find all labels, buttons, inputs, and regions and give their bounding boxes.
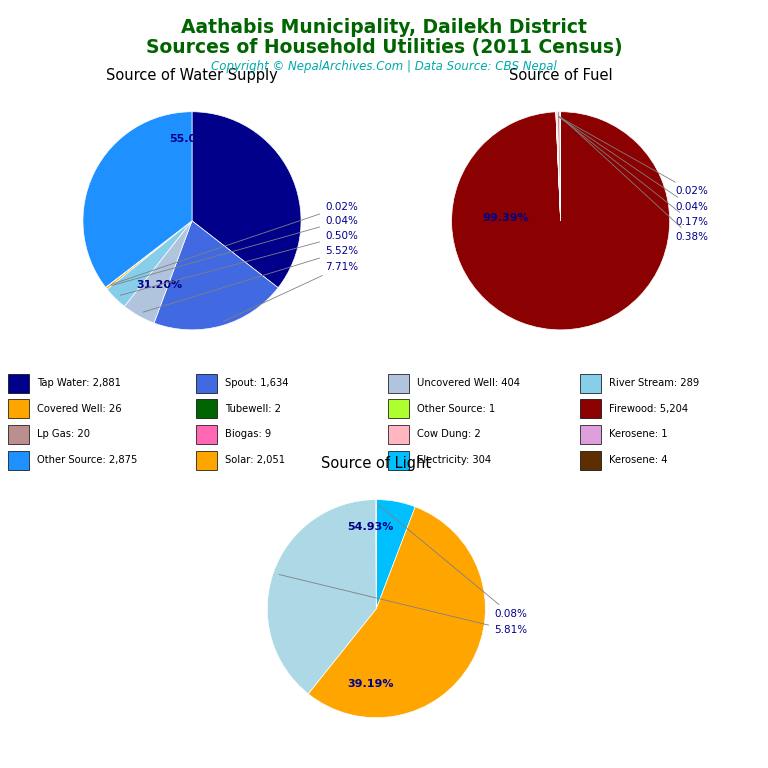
Wedge shape [556,112,561,221]
Text: 0.02%: 0.02% [558,117,708,197]
Bar [580,374,601,392]
Text: 7.71%: 7.71% [223,262,358,321]
Title: Source of Fuel: Source of Fuel [509,68,612,83]
Bar [388,374,409,392]
Text: Cow Dung: 2: Cow Dung: 2 [417,429,481,439]
Text: Lp Gas: 20: Lp Gas: 20 [37,429,90,439]
Text: Firewood: 5,204: Firewood: 5,204 [609,404,688,414]
Wedge shape [154,221,278,329]
Text: 55.01%: 55.01% [169,134,215,144]
Wedge shape [452,111,670,330]
Wedge shape [83,111,192,287]
Bar [388,425,409,444]
Text: Covered Well: 26: Covered Well: 26 [37,404,121,414]
Text: Tubewell: 2: Tubewell: 2 [225,404,281,414]
Title: Source of Water Supply: Source of Water Supply [106,68,278,83]
Wedge shape [556,112,561,221]
Text: 0.04%: 0.04% [558,117,708,212]
Bar [196,451,217,469]
Wedge shape [106,221,192,290]
Text: Other Source: 2,875: Other Source: 2,875 [37,455,137,465]
Text: Tap Water: 2,881: Tap Water: 2,881 [37,378,121,389]
Text: River Stream: 289: River Stream: 289 [609,378,700,389]
Text: Spout: 1,634: Spout: 1,634 [225,378,289,389]
Bar [580,451,601,469]
Text: 5.81%: 5.81% [279,574,527,635]
Wedge shape [106,221,192,287]
Bar [8,374,29,392]
Wedge shape [124,221,192,323]
Bar [196,374,217,392]
Bar [196,425,217,444]
Wedge shape [192,111,301,288]
Text: Kerosene: 1: Kerosene: 1 [609,429,667,439]
Text: Biogas: 9: Biogas: 9 [225,429,271,439]
Wedge shape [267,500,376,694]
Text: Kerosene: 4: Kerosene: 4 [609,455,667,465]
Title: Source of Light: Source of Light [321,456,432,471]
Text: 0.02%: 0.02% [111,202,358,285]
Text: 0.08%: 0.08% [378,505,527,619]
Wedge shape [105,221,192,287]
Bar [196,399,217,419]
Bar [8,425,29,444]
Wedge shape [107,221,192,306]
Bar [580,425,601,444]
Wedge shape [556,112,561,221]
Text: 99.39%: 99.39% [483,213,529,223]
Text: Uncovered Well: 404: Uncovered Well: 404 [417,378,520,389]
Text: Electricity: 304: Electricity: 304 [417,455,492,465]
Text: Aathabis Municipality, Dailekh District: Aathabis Municipality, Dailekh District [181,18,587,37]
Text: 0.50%: 0.50% [121,231,358,295]
Bar [388,399,409,419]
Bar [8,399,29,419]
Text: Sources of Household Utilities (2011 Census): Sources of Household Utilities (2011 Cen… [146,38,622,58]
Text: 31.20%: 31.20% [136,280,182,290]
Text: 0.17%: 0.17% [559,117,708,227]
Text: 0.04%: 0.04% [111,216,358,286]
Wedge shape [308,507,485,717]
Text: 5.52%: 5.52% [143,247,358,313]
Text: Copyright © NepalArchives.Com | Data Source: CBS Nepal: Copyright © NepalArchives.Com | Data Sou… [211,60,557,73]
Text: Other Source: 1: Other Source: 1 [417,404,495,414]
Bar [8,451,29,469]
Text: 39.19%: 39.19% [348,679,394,689]
Bar [388,451,409,469]
Text: 0.38%: 0.38% [561,117,708,242]
Bar [580,399,601,419]
Text: Solar: 2,051: Solar: 2,051 [225,455,285,465]
Wedge shape [558,112,561,221]
Text: 54.93%: 54.93% [348,522,394,532]
Wedge shape [376,500,415,608]
